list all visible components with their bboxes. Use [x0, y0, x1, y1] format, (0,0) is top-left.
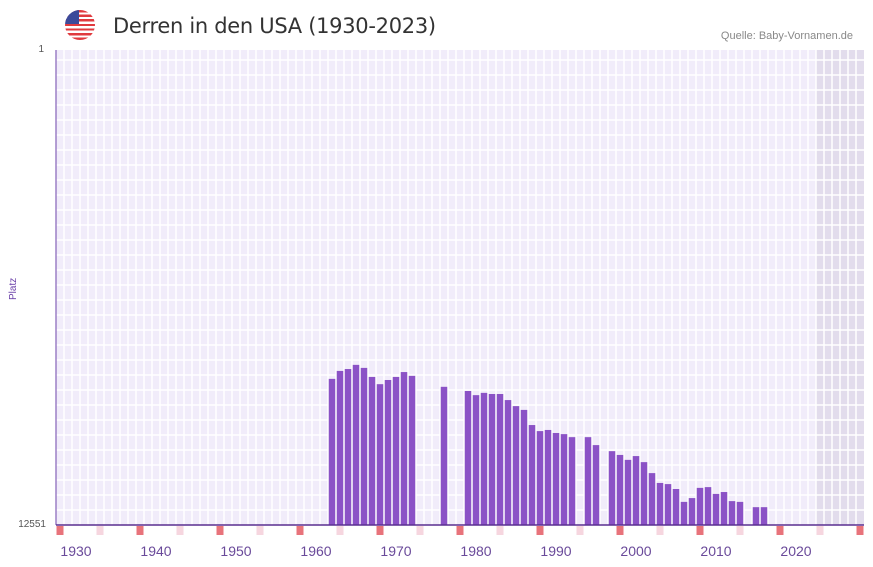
bar-1990 [552, 432, 560, 525]
x-tick-1980: 1980 [460, 543, 491, 559]
year-marker-1958 [296, 526, 304, 535]
year-marker-1988 [536, 526, 544, 535]
bar-2008 [696, 487, 704, 525]
year-marker-1953 [256, 526, 264, 535]
year-marker-1968 [376, 526, 384, 535]
year-marker-1993 [576, 526, 584, 535]
year-marker-1978 [456, 526, 464, 535]
year-marker-2028 [856, 526, 864, 535]
bar-1962 [328, 378, 336, 525]
bar-1964 [344, 369, 352, 525]
bar-2012 [728, 501, 736, 525]
x-tick-1930: 1930 [60, 543, 91, 559]
us-flag-icon [65, 10, 95, 40]
bar-1991 [560, 434, 568, 525]
bar-2011 [720, 492, 728, 525]
bar-2001 [640, 462, 648, 525]
x-tick-1970: 1970 [380, 543, 411, 559]
x-tick-1990: 1990 [540, 543, 571, 559]
x-tick-2010: 2010 [700, 543, 731, 559]
bar-1985 [512, 406, 520, 525]
bar-1994 [584, 437, 592, 525]
bar-1972 [408, 375, 416, 525]
year-marker-2023 [816, 526, 824, 535]
bar-1987 [528, 425, 536, 525]
bar-1986 [520, 409, 528, 525]
bar-2002 [648, 473, 656, 525]
year-marker-1943 [176, 526, 184, 535]
year-marker-2008 [696, 526, 704, 535]
source-label: Quelle: Baby-Vornamen.de [720, 30, 853, 42]
year-marker-1948 [216, 526, 224, 535]
year-marker-2013 [736, 526, 744, 535]
bar-2015 [752, 507, 760, 525]
year-marker-1938 [136, 526, 144, 535]
bar-2007 [688, 498, 696, 525]
bar-2016 [760, 507, 768, 525]
bar-1970 [392, 376, 400, 525]
bar-1981 [480, 392, 488, 525]
year-marker-1973 [416, 526, 424, 535]
y-tick-top: 1 [38, 44, 44, 55]
bar-1997 [608, 451, 616, 525]
bar-1980 [472, 395, 480, 525]
year-marker-2018 [776, 526, 784, 535]
year-marker-2003 [656, 526, 664, 535]
bar-1999 [624, 459, 632, 525]
bar-2003 [656, 482, 664, 525]
x-tick-1940: 1940 [140, 543, 171, 559]
chart-title: Derren in den USA (1930-2023) [113, 14, 436, 38]
bar-1995 [592, 445, 600, 525]
bar-1965 [352, 364, 360, 525]
bar-1983 [496, 394, 504, 525]
bar-1963 [336, 370, 344, 525]
bar-2006 [680, 501, 688, 525]
bar-1971 [400, 372, 408, 525]
year-marker-1963 [336, 526, 344, 535]
year-marker-1983 [496, 526, 504, 535]
y-tick-bottom: 12551 [18, 519, 46, 530]
bar-1966 [360, 367, 368, 525]
bar-1979 [464, 390, 472, 525]
bar-1976 [440, 386, 448, 525]
x-tick-2020: 2020 [780, 543, 811, 559]
bar-2004 [664, 484, 672, 525]
bar-1988 [536, 431, 544, 525]
bar-1989 [544, 429, 552, 525]
bar-1982 [488, 394, 496, 525]
bar-1969 [384, 380, 392, 525]
bar-1998 [616, 454, 624, 525]
x-tick-1960: 1960 [300, 543, 331, 559]
bar-1984 [504, 400, 512, 525]
bar-1992 [568, 437, 576, 525]
bar-1968 [376, 384, 384, 525]
year-marker-1933 [96, 526, 104, 535]
bar-2013 [736, 501, 744, 525]
bar-1967 [368, 376, 376, 525]
bar-2009 [704, 487, 712, 525]
bar-2005 [672, 489, 680, 525]
plot-background [56, 50, 864, 525]
year-marker-1928 [56, 526, 64, 535]
x-tick-2000: 2000 [620, 543, 651, 559]
bar-2000 [632, 456, 640, 525]
year-marker-1998 [616, 526, 624, 535]
bar-2010 [712, 493, 720, 525]
x-tick-1950: 1950 [220, 543, 251, 559]
